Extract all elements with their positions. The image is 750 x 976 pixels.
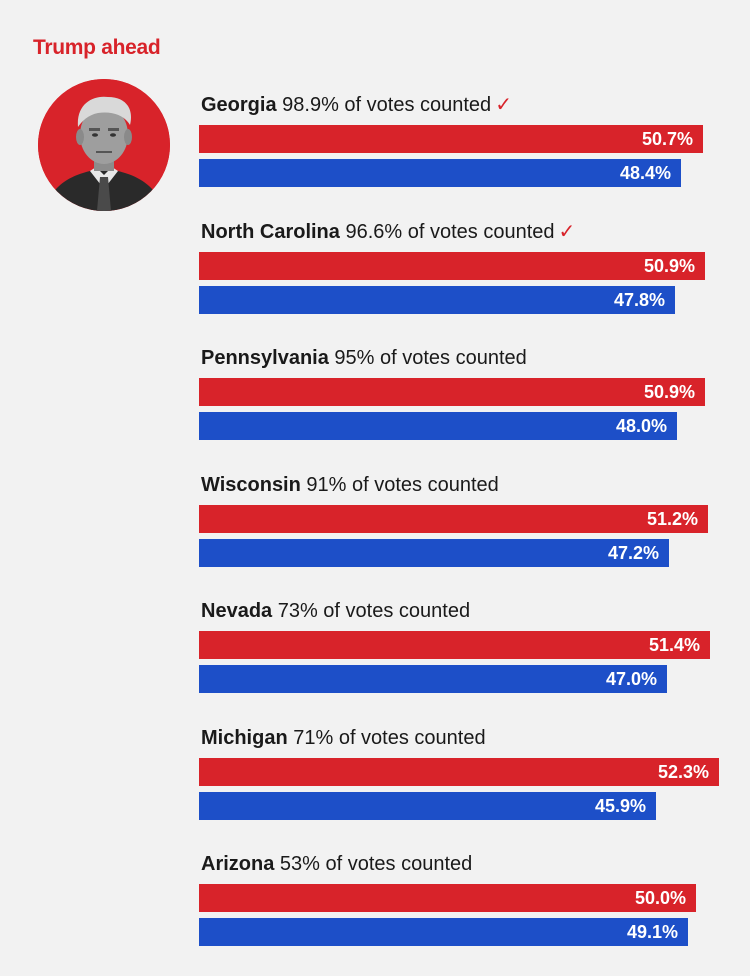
state-name: Georgia [201, 94, 277, 116]
democrat-bar: 45.9% [199, 792, 656, 820]
votes-counted-text: 73% of votes counted [277, 600, 471, 622]
votes-counted-text: 95% of votes counted [334, 347, 527, 369]
state-label: Pennsylvania 95% of votes counted [201, 346, 527, 370]
state-row: Michigan 71% of votes counted 52.3% 45.9% [0, 726, 750, 850]
state-name: Arizona [201, 853, 275, 875]
republican-bar: 51.2% [199, 505, 708, 533]
state-label: Georgia 98.9% of votes counted ✓ [201, 93, 512, 117]
state-label: Wisconsin 91% of votes counted [201, 473, 499, 497]
state-name: Nevada [201, 600, 273, 622]
republican-bar: 50.0% [199, 884, 696, 912]
checkmark-icon: ✓ [558, 221, 576, 243]
state-name: Wisconsin [201, 474, 301, 496]
democrat-bar: 48.0% [199, 412, 677, 440]
votes-counted-text: 53% of votes counted [279, 853, 473, 875]
checkmark-icon: ✓ [495, 94, 512, 116]
democrat-bar: 47.8% [199, 286, 675, 314]
votes-counted-text: 91% of votes counted [306, 474, 499, 496]
votes-counted-text: 96.6% of votes counted [345, 221, 555, 243]
state-row: North Carolina 96.6% of votes counted ✓ 50… [0, 220, 750, 344]
democrat-bar: 48.4% [199, 159, 681, 187]
votes-counted-text: 98.9% of votes counted [282, 94, 492, 116]
republican-bar: 51.4% [199, 631, 710, 659]
state-row: Wisconsin 91% of votes counted 51.2% 47.2% [0, 473, 750, 597]
state-name: Pennsylvania [201, 347, 329, 369]
state-row: Nevada 73% of votes counted 51.4% 47.0% [0, 599, 750, 723]
state-label: Nevada 73% of votes counted [201, 599, 470, 623]
democrat-bar: 49.1% [199, 918, 688, 946]
candidate-portrait-icon [38, 79, 170, 211]
state-row: Georgia 98.9% of votes counted ✓ 50.7% 48.4… [0, 93, 750, 217]
heading: Trump ahead [33, 36, 161, 59]
candidate-avatar [38, 79, 170, 211]
state-label: Michigan 71% of votes counted [201, 726, 486, 750]
republican-bar: 50.9% [199, 378, 705, 406]
state-label: Arizona 53% of votes counted [201, 852, 472, 876]
state-label: North Carolina 96.6% of votes counted ✓ [201, 220, 575, 244]
republican-bar: 50.7% [199, 125, 703, 153]
republican-bar: 50.9% [199, 252, 705, 280]
state-row: Arizona 53% of votes counted 50.0% 49.1% [0, 852, 750, 976]
democrat-bar: 47.2% [199, 539, 669, 567]
republican-bar: 52.3% [199, 758, 719, 786]
democrat-bar: 47.0% [199, 665, 667, 693]
votes-counted-text: 71% of votes counted [293, 727, 486, 749]
state-row: Pennsylvania 95% of votes counted 50.9% 48… [0, 346, 750, 470]
state-name: Michigan [201, 727, 288, 749]
state-name: North Carolina [201, 221, 340, 243]
